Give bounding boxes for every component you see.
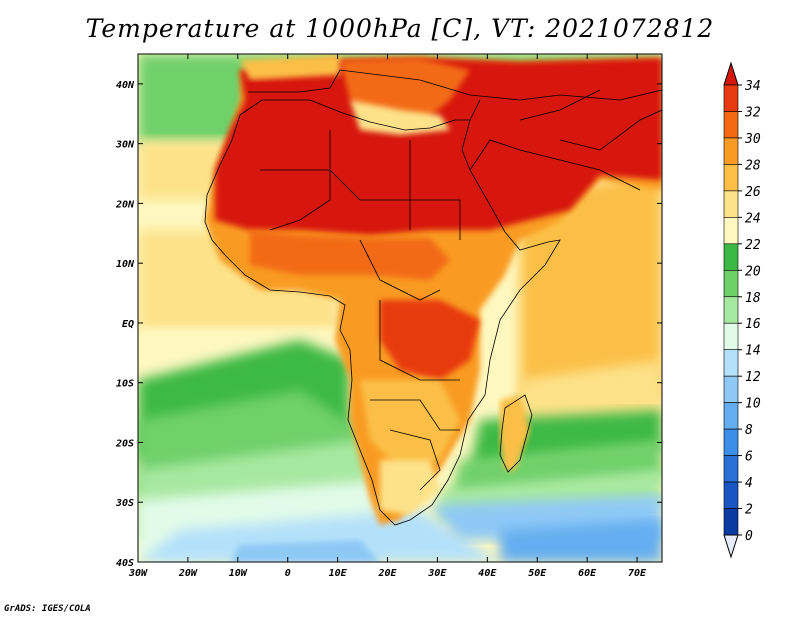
credit-text: GrADS: IGES/COLA bbox=[4, 604, 91, 614]
colorbar-label: 12 bbox=[745, 370, 761, 385]
lat-tick-label: 10N bbox=[116, 259, 135, 270]
colorbar-segment bbox=[723, 164, 739, 192]
colorbar-label: 34 bbox=[744, 79, 761, 94]
colorbar-label: 20 bbox=[745, 264, 761, 279]
colorbar-label: 32 bbox=[744, 105, 761, 120]
lon-tick-label: 20W bbox=[178, 568, 198, 579]
latitude-axis: 40N 30N 20N 10N EQ 10S 20S 30S 40S bbox=[115, 80, 662, 569]
colorbar-label: 24 bbox=[745, 211, 761, 226]
lat-tick-label: 30S bbox=[115, 498, 134, 509]
colorbar-label: 22 bbox=[745, 238, 761, 253]
longitude-axis: 30W 20W 10W 0 10E 20E 30E 40E 50E 60E 70E bbox=[128, 54, 647, 579]
colorbar-segment bbox=[723, 402, 739, 430]
colorbar-label: 18 bbox=[745, 291, 761, 306]
coastlines bbox=[204, 69, 662, 526]
colorbar-bottom-arrow bbox=[723, 534, 739, 559]
colorbar-top-arrow bbox=[723, 61, 739, 86]
lon-tick-label: 30W bbox=[128, 568, 148, 579]
colorbar-segment bbox=[723, 137, 739, 165]
colorbar-segment bbox=[723, 428, 739, 456]
colorbar-segment bbox=[723, 349, 739, 377]
colorbar-segment bbox=[723, 84, 739, 112]
lat-tick-label: 20N bbox=[115, 199, 135, 210]
lat-tick-label: 10S bbox=[116, 379, 134, 390]
lon-tick-label: 10E bbox=[329, 568, 348, 579]
colorbar-label: 28 bbox=[745, 158, 761, 173]
lat-tick-label: 20S bbox=[115, 438, 134, 449]
colorbar-label: 0 bbox=[745, 529, 753, 544]
colorbar-label: 6 bbox=[745, 450, 753, 465]
lon-tick-label: 0 bbox=[285, 568, 291, 579]
colorbar-segment bbox=[723, 243, 739, 271]
colorbar-segment bbox=[723, 481, 739, 509]
colorbar-segment bbox=[723, 296, 739, 324]
lon-tick-label: 40E bbox=[478, 568, 497, 579]
colorbar-label: 4 bbox=[745, 476, 753, 491]
colorbar-segment bbox=[723, 269, 739, 298]
colorbar-label: 26 bbox=[745, 185, 761, 200]
lat-tick-label: 40N bbox=[116, 80, 135, 91]
lon-tick-label: 30E bbox=[427, 568, 447, 579]
lat-tick-label: 30N bbox=[115, 140, 135, 151]
colorbar-segment bbox=[723, 217, 739, 245]
lon-tick-label: 50E bbox=[528, 568, 547, 579]
colorbar-label: 30 bbox=[744, 132, 761, 147]
colorbar-label: 14 bbox=[745, 344, 761, 359]
colorbar-label: 2 bbox=[745, 503, 753, 518]
lat-tick-label: EQ bbox=[122, 319, 134, 330]
colorbar-segment bbox=[723, 322, 739, 351]
map-title: Temperature at 1000hPa [C], VT: 20210728… bbox=[85, 14, 715, 43]
colorbar-segment bbox=[723, 455, 739, 483]
lon-tick-label: 60E bbox=[578, 568, 597, 579]
plot-frame bbox=[137, 53, 663, 563]
colorbar-label: 10 bbox=[745, 397, 761, 412]
lon-tick-label: 70E bbox=[628, 568, 647, 579]
colorbar-label: 8 bbox=[745, 423, 753, 438]
colorbar-segment bbox=[723, 190, 739, 218]
lat-tick-label: 40S bbox=[116, 558, 134, 569]
temperature-field bbox=[138, 54, 662, 562]
colorbar-segment bbox=[723, 375, 739, 403]
lon-tick-label: 20E bbox=[377, 568, 397, 579]
lon-tick-label: 10W bbox=[229, 568, 248, 579]
colorbar-segment bbox=[723, 111, 739, 139]
colorbar-segment bbox=[723, 508, 739, 536]
colorbar-label: 16 bbox=[745, 317, 761, 332]
